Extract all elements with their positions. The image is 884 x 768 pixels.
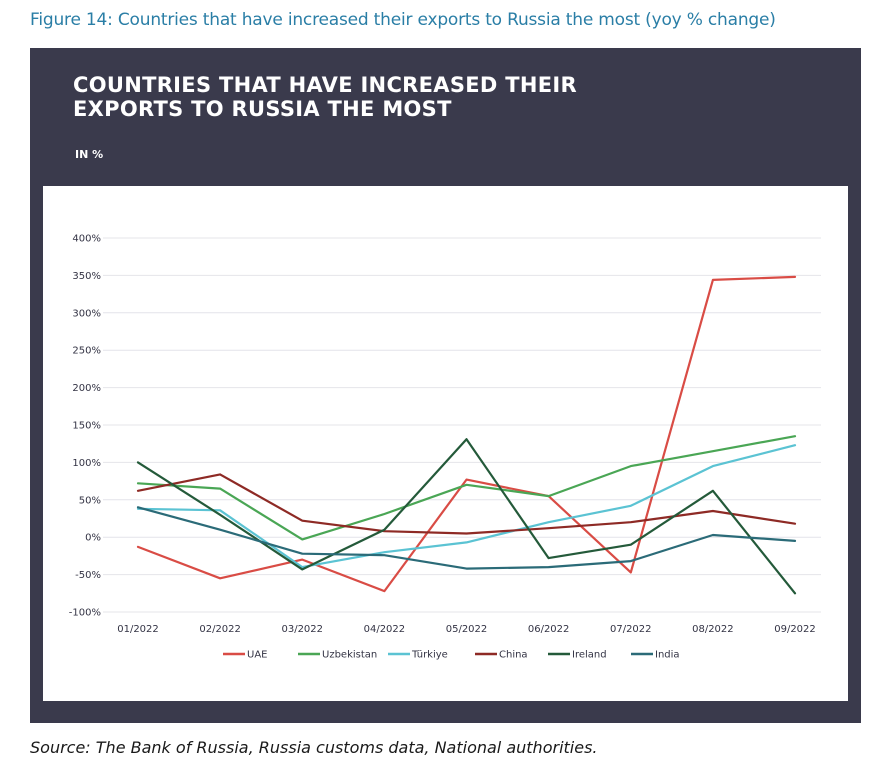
- data-point: [383, 528, 386, 531]
- data-point: [465, 567, 468, 570]
- x-tick-label: 07/2022: [610, 624, 652, 635]
- series-line-uzbekistan: [136, 435, 797, 541]
- x-tick-label: 04/2022: [364, 624, 406, 635]
- figure-caption: Figure 14: Countries that have increased…: [30, 10, 776, 30]
- data-point: [465, 478, 468, 481]
- y-tick-label: 350%: [72, 271, 101, 282]
- legend-label: China: [499, 650, 528, 661]
- y-tick-label: 300%: [72, 308, 101, 319]
- data-point: [629, 560, 632, 562]
- y-tick-label: -100%: [69, 608, 101, 619]
- data-point: [301, 519, 304, 522]
- data-point: [137, 490, 139, 492]
- data-point: [794, 540, 796, 542]
- data-point: [301, 558, 304, 561]
- data-point: [137, 461, 139, 464]
- data-point: [301, 568, 304, 571]
- data-point: [137, 506, 139, 509]
- data-point: [794, 522, 796, 525]
- source-note: Source: The Bank of Russia, Russia custo…: [30, 738, 598, 757]
- data-point: [547, 527, 550, 530]
- y-tick-label: 200%: [72, 383, 101, 394]
- y-tick-label: 150%: [72, 421, 101, 432]
- legend-label: Ireland: [572, 650, 607, 661]
- y-tick-label: 400%: [72, 234, 101, 245]
- data-point: [712, 279, 714, 281]
- x-tick-label: 06/2022: [528, 624, 570, 635]
- data-point: [137, 482, 139, 485]
- x-tick-label: 09/2022: [774, 624, 816, 635]
- data-point: [629, 543, 632, 546]
- x-tick-label: 02/2022: [199, 624, 241, 635]
- data-point: [629, 504, 632, 507]
- y-tick-label: 50%: [79, 495, 101, 506]
- x-tick-label: 01/2022: [117, 624, 159, 635]
- legend-label: Türkiye: [411, 650, 448, 661]
- data-point: [301, 566, 304, 568]
- data-point: [794, 435, 796, 438]
- data-point: [794, 592, 796, 595]
- x-tick-label: 08/2022: [692, 624, 734, 635]
- data-point: [712, 490, 714, 492]
- data-point: [219, 577, 221, 580]
- legend-label: UAE: [247, 650, 267, 661]
- plot-area: 400% 350% 300% 250% 200% 150% 100% 50% 0% -50% -10…: [43, 186, 848, 701]
- y-tick-label: 100%: [72, 458, 101, 469]
- data-point: [712, 534, 714, 536]
- data-point: [219, 473, 221, 476]
- data-point: [794, 276, 796, 278]
- data-point: [465, 532, 468, 535]
- chart-subtitle: IN %: [75, 148, 104, 161]
- series-line-uae: [136, 275, 797, 593]
- chart-panel: COUNTRIES THAT HAVE INCREASED THEIR EXPO…: [30, 48, 861, 723]
- y-tick-label: -50%: [75, 570, 101, 581]
- x-tick-label: 03/2022: [281, 624, 323, 635]
- y-tick-label: 250%: [72, 346, 101, 357]
- data-point: [383, 551, 386, 553]
- data-point: [383, 590, 386, 592]
- data-point: [301, 538, 304, 541]
- data-point: [465, 438, 468, 441]
- y-tick-label: 0%: [85, 533, 101, 544]
- data-point: [547, 521, 550, 524]
- data-point: [301, 552, 304, 555]
- data-point: [137, 546, 139, 548]
- legend-label: Uzbekistan: [322, 650, 377, 661]
- data-point: [629, 521, 632, 524]
- series-line-india: [136, 506, 797, 570]
- data-point: [547, 566, 550, 568]
- chart-title: COUNTRIES THAT HAVE INCREASED THEIR EXPO…: [73, 73, 577, 121]
- legend-label: India: [655, 650, 680, 661]
- data-point: [629, 465, 632, 467]
- data-point: [794, 444, 796, 446]
- line-chart: 400% 350% 300% 250% 200% 150% 100% 50% 0% -50% -10…: [69, 234, 821, 661]
- data-point: [629, 571, 632, 574]
- data-point: [547, 495, 550, 497]
- x-tick-label: 05/2022: [446, 624, 488, 635]
- data-point: [219, 513, 221, 516]
- data-point: [712, 510, 714, 512]
- data-point: [383, 554, 386, 556]
- data-point: [465, 484, 468, 486]
- data-point: [465, 541, 468, 544]
- data-point: [712, 450, 714, 452]
- data-point: [712, 465, 714, 467]
- data-point: [219, 487, 221, 490]
- data-point: [547, 557, 550, 559]
- data-point: [383, 513, 386, 515]
- data-point: [219, 528, 221, 531]
- series-line-t-rkiye: [136, 444, 797, 569]
- data-point: [219, 509, 221, 512]
